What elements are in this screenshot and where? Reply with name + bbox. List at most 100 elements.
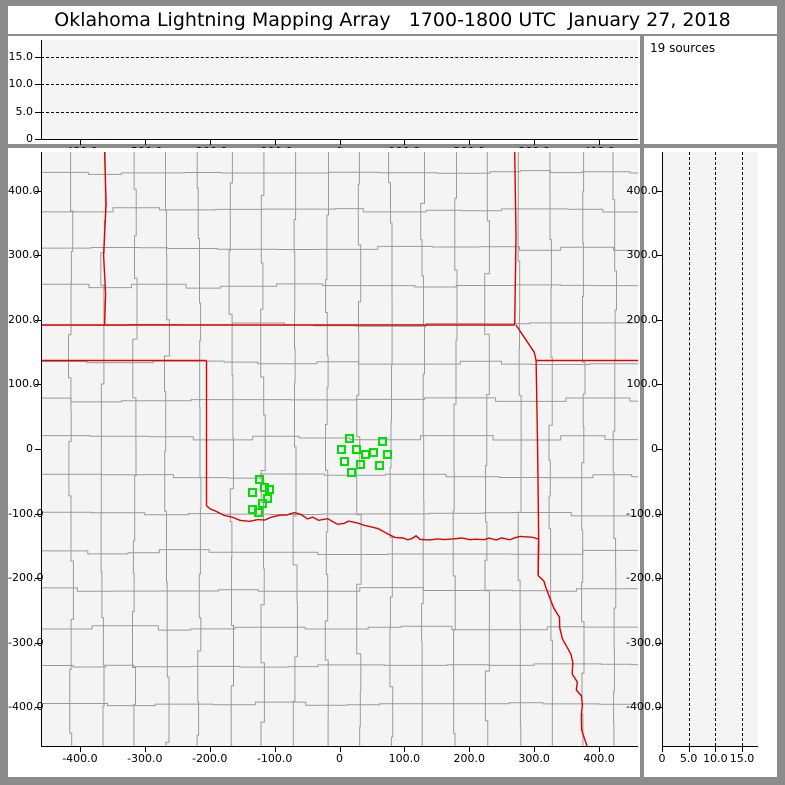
- altitude-vs-north-plot-area[interactable]: [662, 152, 758, 746]
- y-axis-tick: [35, 514, 41, 515]
- altitude-vs-east-panel: 05.010.015.0-400.0-300.0-200.0-100.00100…: [8, 36, 640, 158]
- x-axis-tick: [404, 747, 405, 752]
- lightning-source-marker: [260, 483, 270, 493]
- y-axis-tick: [35, 57, 41, 58]
- y-axis-tick: [656, 384, 662, 385]
- lightning-source-marker: [356, 459, 366, 469]
- x-axis-line: [662, 746, 758, 747]
- y-axis-line: [662, 152, 663, 746]
- gridline-y: [41, 84, 638, 85]
- plan-view-map-panel: -400.0 -300.0 -200.0 -100.0 0 100.0 200.0 300.0…: [8, 148, 640, 777]
- lightning-source-marker: [383, 450, 393, 460]
- y-axis-tick-label: 400.0: [626, 183, 659, 197]
- x-axis-tick-label: -300.0: [127, 752, 163, 765]
- lightning-source-marker: [377, 436, 387, 446]
- y-axis-tick-label: 300.0: [626, 248, 659, 262]
- lightning-source-marker: [344, 434, 354, 444]
- y-axis-tick: [35, 449, 41, 450]
- x-axis-tick-label: 0: [658, 752, 666, 765]
- x-axis-tick-label: -100.0: [256, 752, 293, 765]
- title-bar: Oklahoma Lightning Mapping Array 1700-18…: [8, 6, 777, 34]
- x-axis-tick-label: 10.0: [703, 752, 728, 765]
- x-axis-tick: [689, 747, 690, 752]
- y-axis-tick: [656, 578, 662, 579]
- x-axis-tick: [80, 140, 81, 145]
- x-axis-tick-label: 5.0: [679, 752, 698, 765]
- altitude-vs-north-panel: -400.0 -300.0 -200.0 -100.0 0 100.0 200.0 300.0…: [626, 148, 777, 777]
- page-title: Oklahoma Lightning Mapping Array 1700-18…: [54, 9, 731, 31]
- y-axis-tick-label: 200.0: [8, 312, 40, 326]
- y-axis-tick: [35, 707, 41, 708]
- y-axis-tick-label: 5.0: [15, 104, 34, 118]
- y-axis-tick: [656, 191, 662, 192]
- x-axis-tick: [145, 140, 146, 145]
- y-axis-tick-label: 0: [651, 442, 658, 455]
- y-axis-tick: [35, 191, 41, 192]
- source-count-label: 19 sources: [650, 41, 716, 55]
- lightning-source-marker: [336, 445, 346, 455]
- y-axis-tick-label: 15.0: [8, 49, 34, 63]
- state-county-boundaries-map: [41, 152, 638, 746]
- gridline-x: [742, 152, 743, 746]
- y-axis-tick: [35, 84, 41, 85]
- altitude-vs-east-plot-area[interactable]: [41, 40, 638, 139]
- x-axis-tick: [715, 747, 716, 752]
- source-count-panel: 19 sources: [644, 36, 777, 144]
- y-axis-tick-label: 300.0: [8, 248, 40, 262]
- y-axis-tick: [35, 384, 41, 385]
- y-axis-tick-label: 400.0: [8, 183, 40, 197]
- x-axis-tick: [340, 747, 341, 752]
- y-axis-tick-label: -400.0: [8, 700, 44, 714]
- lightning-source-marker: [248, 487, 258, 497]
- x-axis-line: [41, 746, 638, 747]
- y-axis-tick-label: -300.0: [8, 635, 44, 649]
- x-axis-tick-label: 15.0: [729, 752, 755, 765]
- y-axis-tick: [656, 320, 662, 321]
- county-boundaries: [41, 152, 638, 746]
- y-axis-tick-label: 0: [26, 132, 33, 145]
- y-axis-tick: [35, 255, 41, 256]
- x-axis-tick-label: 100.0: [388, 752, 421, 765]
- x-axis-tick-label: -400.0: [62, 752, 98, 765]
- lightning-source-marker: [346, 468, 356, 478]
- x-axis-tick: [534, 140, 535, 145]
- x-axis-tick: [469, 747, 470, 752]
- y-axis-tick: [35, 320, 41, 321]
- x-axis-tick: [404, 140, 405, 145]
- y-axis-tick-label: -300.0: [626, 635, 662, 649]
- gridline-x: [689, 152, 690, 746]
- plan-view-plot-area[interactable]: [41, 152, 638, 746]
- lightning-source-marker: [255, 474, 265, 484]
- y-axis-tick: [656, 707, 662, 708]
- lightning-source-marker: [369, 448, 379, 458]
- x-axis-tick: [469, 140, 470, 145]
- y-axis-tick: [35, 643, 41, 644]
- lightning-source-marker: [339, 457, 349, 467]
- y-axis-line: [41, 152, 42, 746]
- y-axis-tick-label: -200.0: [626, 571, 662, 585]
- x-axis-tick: [210, 140, 211, 145]
- y-axis-line: [41, 40, 42, 139]
- x-axis-tick: [80, 747, 81, 752]
- y-axis-tick-label: -100.0: [8, 506, 44, 520]
- x-axis-tick: [275, 140, 276, 145]
- y-axis-tick: [35, 139, 41, 140]
- y-axis-tick-label: 100.0: [8, 377, 40, 391]
- x-axis-tick-label: -200.0: [191, 752, 228, 765]
- gridline-y: [41, 57, 638, 58]
- x-axis-tick-label: 300.0: [518, 752, 550, 765]
- y-axis-tick-label: 200.0: [626, 312, 659, 326]
- y-axis-tick-label: -400.0: [626, 700, 662, 714]
- y-axis-tick: [656, 514, 662, 515]
- lightning-source-marker: [360, 450, 370, 460]
- x-axis-tick-label: 400.0: [583, 752, 615, 765]
- lightning-source-marker: [253, 507, 263, 517]
- gridline-x: [715, 152, 716, 746]
- y-axis-tick-label: 0: [26, 442, 33, 455]
- x-axis-tick: [599, 140, 600, 145]
- x-axis-tick-label: 0: [336, 752, 343, 765]
- x-axis-line: [41, 139, 638, 140]
- y-axis-tick: [656, 643, 662, 644]
- x-axis-tick: [275, 747, 276, 752]
